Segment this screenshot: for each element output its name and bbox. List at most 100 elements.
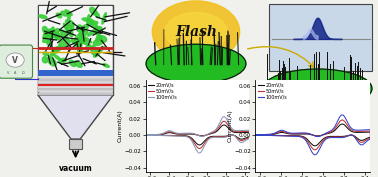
20mV/s (343, 135, 348, 137)
20mV/s (313, 145, 317, 147)
100mV/s (143, 134, 148, 136)
100mV/s (193, 147, 198, 149)
Line: 20mV/s: 20mV/s (146, 125, 249, 145)
50mV/s (336, 136, 341, 138)
Ellipse shape (43, 52, 48, 55)
Ellipse shape (76, 42, 82, 48)
50mV/s (253, 134, 257, 136)
Polygon shape (38, 95, 113, 139)
Ellipse shape (96, 34, 100, 42)
20mV/s (336, 135, 341, 138)
20mV/s (253, 134, 257, 136)
20mV/s (193, 141, 198, 143)
Ellipse shape (59, 39, 70, 47)
50mV/s (267, 133, 271, 136)
20mV/s (349, 134, 354, 136)
20mV/s (284, 135, 289, 137)
Ellipse shape (146, 44, 246, 83)
50mV/s (156, 133, 161, 136)
Bar (38, 70, 113, 76)
20mV/s (225, 135, 229, 137)
Ellipse shape (71, 25, 74, 31)
Ellipse shape (43, 30, 50, 38)
100mV/s (349, 134, 354, 136)
Ellipse shape (50, 27, 54, 38)
Ellipse shape (71, 39, 76, 45)
Ellipse shape (99, 36, 107, 42)
Ellipse shape (87, 15, 90, 27)
50mV/s (172, 135, 176, 137)
Bar (38, 93, 113, 95)
Bar (38, 86, 113, 88)
Ellipse shape (46, 29, 52, 36)
Ellipse shape (42, 27, 47, 32)
100mV/s (308, 148, 313, 150)
20mV/s (267, 134, 271, 136)
Text: V: V (7, 72, 9, 75)
100mV/s (197, 152, 202, 154)
Ellipse shape (77, 25, 82, 32)
Ellipse shape (90, 23, 97, 27)
Ellipse shape (82, 36, 91, 43)
20mV/s (253, 134, 257, 136)
Ellipse shape (95, 26, 102, 33)
Ellipse shape (60, 30, 68, 40)
50mV/s (143, 134, 148, 136)
Bar (69, 139, 82, 149)
100mV/s (218, 136, 223, 138)
Ellipse shape (263, 69, 372, 108)
100mV/s (267, 133, 271, 135)
100mV/s (343, 136, 348, 138)
Ellipse shape (80, 25, 88, 32)
Ellipse shape (55, 33, 60, 40)
Y-axis label: Current(A): Current(A) (228, 109, 233, 142)
Ellipse shape (77, 37, 86, 44)
Line: 50mV/s: 50mV/s (146, 121, 249, 149)
Bar (38, 88, 113, 90)
Ellipse shape (54, 48, 58, 53)
100mV/s (253, 134, 257, 136)
Ellipse shape (152, 1, 240, 63)
20mV/s (156, 134, 161, 136)
Ellipse shape (75, 61, 82, 67)
Ellipse shape (165, 12, 227, 51)
50mV/s (197, 147, 202, 150)
100mV/s (336, 137, 341, 139)
20mV/s (340, 123, 344, 125)
20mV/s (222, 124, 226, 126)
100mV/s (156, 133, 161, 135)
Ellipse shape (39, 15, 47, 18)
Ellipse shape (88, 29, 97, 36)
50mV/s (143, 134, 148, 136)
Text: V: V (12, 56, 18, 65)
Y-axis label: Current(A): Current(A) (118, 109, 123, 142)
Ellipse shape (51, 46, 62, 54)
Bar (269, 4, 372, 71)
Ellipse shape (54, 55, 62, 61)
Line: 100mV/s: 100mV/s (255, 115, 370, 155)
Ellipse shape (56, 13, 62, 18)
Ellipse shape (95, 27, 102, 35)
Ellipse shape (94, 48, 102, 57)
Ellipse shape (91, 45, 96, 55)
Ellipse shape (68, 13, 71, 21)
Ellipse shape (94, 47, 105, 54)
20mV/s (218, 135, 223, 137)
Ellipse shape (47, 41, 52, 46)
Ellipse shape (97, 36, 102, 41)
Ellipse shape (74, 34, 83, 42)
Ellipse shape (44, 31, 51, 36)
Ellipse shape (47, 57, 56, 66)
20mV/s (172, 135, 176, 137)
Bar (38, 83, 113, 85)
Ellipse shape (49, 52, 55, 58)
100mV/s (172, 135, 176, 137)
100mV/s (230, 134, 235, 136)
Ellipse shape (6, 53, 24, 67)
20mV/s (143, 134, 148, 136)
Line: 100mV/s: 100mV/s (146, 117, 249, 153)
Ellipse shape (89, 21, 98, 24)
Bar (38, 79, 113, 81)
Ellipse shape (94, 11, 99, 18)
20mV/s (143, 134, 148, 136)
